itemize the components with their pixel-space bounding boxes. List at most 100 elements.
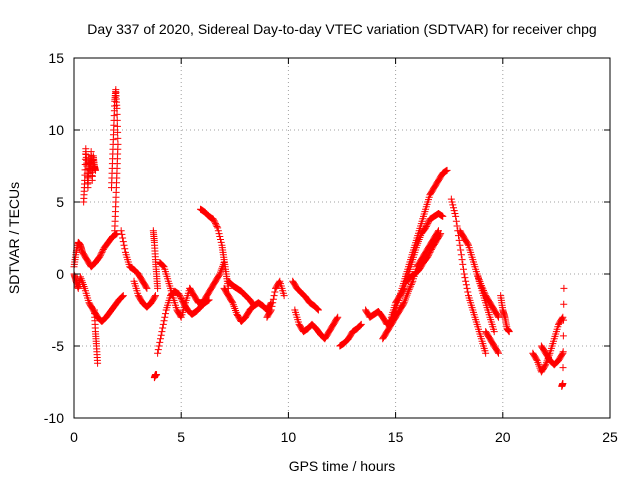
data-point [448, 198, 456, 206]
data-point [228, 298, 236, 306]
data-point [267, 306, 275, 314]
data-point [215, 230, 223, 238]
data-point [505, 328, 513, 336]
data-point [477, 282, 485, 290]
data-point [460, 270, 468, 278]
series-arc-9h [263, 277, 288, 321]
data-point [449, 204, 457, 212]
data-point [151, 292, 159, 300]
data-point [478, 283, 486, 291]
data-point [214, 227, 222, 235]
data-point [423, 221, 431, 229]
data-point [436, 231, 444, 239]
data-point [209, 215, 217, 223]
data-point [161, 310, 169, 318]
data-point [117, 227, 125, 235]
data-point [215, 271, 223, 279]
data-point [153, 371, 161, 379]
data-point [462, 281, 470, 289]
y-axis-label: SDTVAR / TECUs [6, 182, 22, 294]
series-arc-6h-b [186, 258, 228, 307]
data-point [267, 307, 275, 315]
data-point [495, 349, 503, 357]
data-point [156, 335, 164, 343]
data-point [559, 379, 567, 387]
data-point [455, 236, 463, 244]
data-point [333, 314, 341, 322]
data-point [422, 222, 430, 230]
data-point [482, 349, 490, 357]
y-tick-label: -5 [52, 338, 65, 354]
x-tick-label: 15 [388, 429, 404, 445]
series-arc-21h [529, 313, 567, 376]
data-point [159, 262, 167, 270]
data-point [450, 207, 458, 215]
data-point [407, 281, 415, 289]
data-point [159, 261, 167, 269]
data-point [154, 284, 162, 292]
series-arc-2h [117, 227, 151, 292]
data-point [494, 348, 502, 356]
series-arc-16h-d [402, 230, 445, 285]
data-point [464, 288, 472, 296]
series-arc-7h-b [224, 277, 258, 310]
data-point [426, 248, 434, 256]
data-point [99, 247, 107, 255]
data-point [452, 217, 460, 225]
data-point [176, 293, 184, 301]
data-point [91, 166, 99, 174]
data-point [458, 256, 466, 264]
data-point [457, 246, 465, 254]
data-point [119, 234, 127, 242]
series-spike-08 [80, 145, 99, 206]
data-point [559, 348, 567, 356]
data-point [217, 238, 225, 246]
data-point [559, 364, 567, 372]
data-point [422, 224, 430, 232]
data-point [449, 201, 457, 209]
data-point [98, 248, 106, 256]
data-point [495, 313, 503, 321]
data-point [96, 251, 104, 259]
data-point [399, 286, 407, 294]
series-arc-18h [447, 195, 490, 357]
x-tick-label: 25 [602, 429, 618, 445]
data-point [111, 227, 119, 235]
series-arc-12h [336, 320, 365, 350]
data-point [175, 290, 183, 298]
y-tick-label: 10 [48, 122, 64, 138]
y-tick-label: 15 [48, 50, 64, 66]
data-point [480, 288, 488, 296]
data-point [271, 288, 279, 296]
data-points [70, 86, 568, 390]
series-arc-20h [497, 292, 513, 336]
data-point [464, 240, 472, 248]
y-tick-label: -10 [44, 410, 64, 426]
data-point [160, 317, 168, 325]
data-point [457, 251, 465, 259]
axis-ticks: 0 5 10 15 20 25 -10 -5 0 5 10 15 [44, 50, 618, 445]
data-point [399, 300, 407, 308]
data-point [314, 305, 322, 313]
data-point [334, 313, 342, 321]
data-point [314, 306, 322, 314]
series-arc-19h-b [482, 328, 503, 357]
series-arc-4h-b [156, 258, 194, 321]
data-point [462, 277, 470, 285]
data-point [447, 195, 455, 203]
data-point [437, 230, 445, 238]
data-point [560, 284, 568, 292]
data-point [443, 166, 451, 174]
data-point [118, 230, 126, 238]
data-point [494, 312, 502, 320]
data-point [313, 305, 321, 313]
data-point [425, 250, 433, 258]
series-arc-10h [291, 306, 342, 343]
series-arc-19h [473, 270, 503, 321]
data-point [560, 300, 568, 308]
data-point [118, 293, 126, 301]
data-point [119, 292, 127, 300]
data-point [356, 322, 364, 330]
data-point [249, 301, 257, 309]
data-point [559, 313, 567, 321]
